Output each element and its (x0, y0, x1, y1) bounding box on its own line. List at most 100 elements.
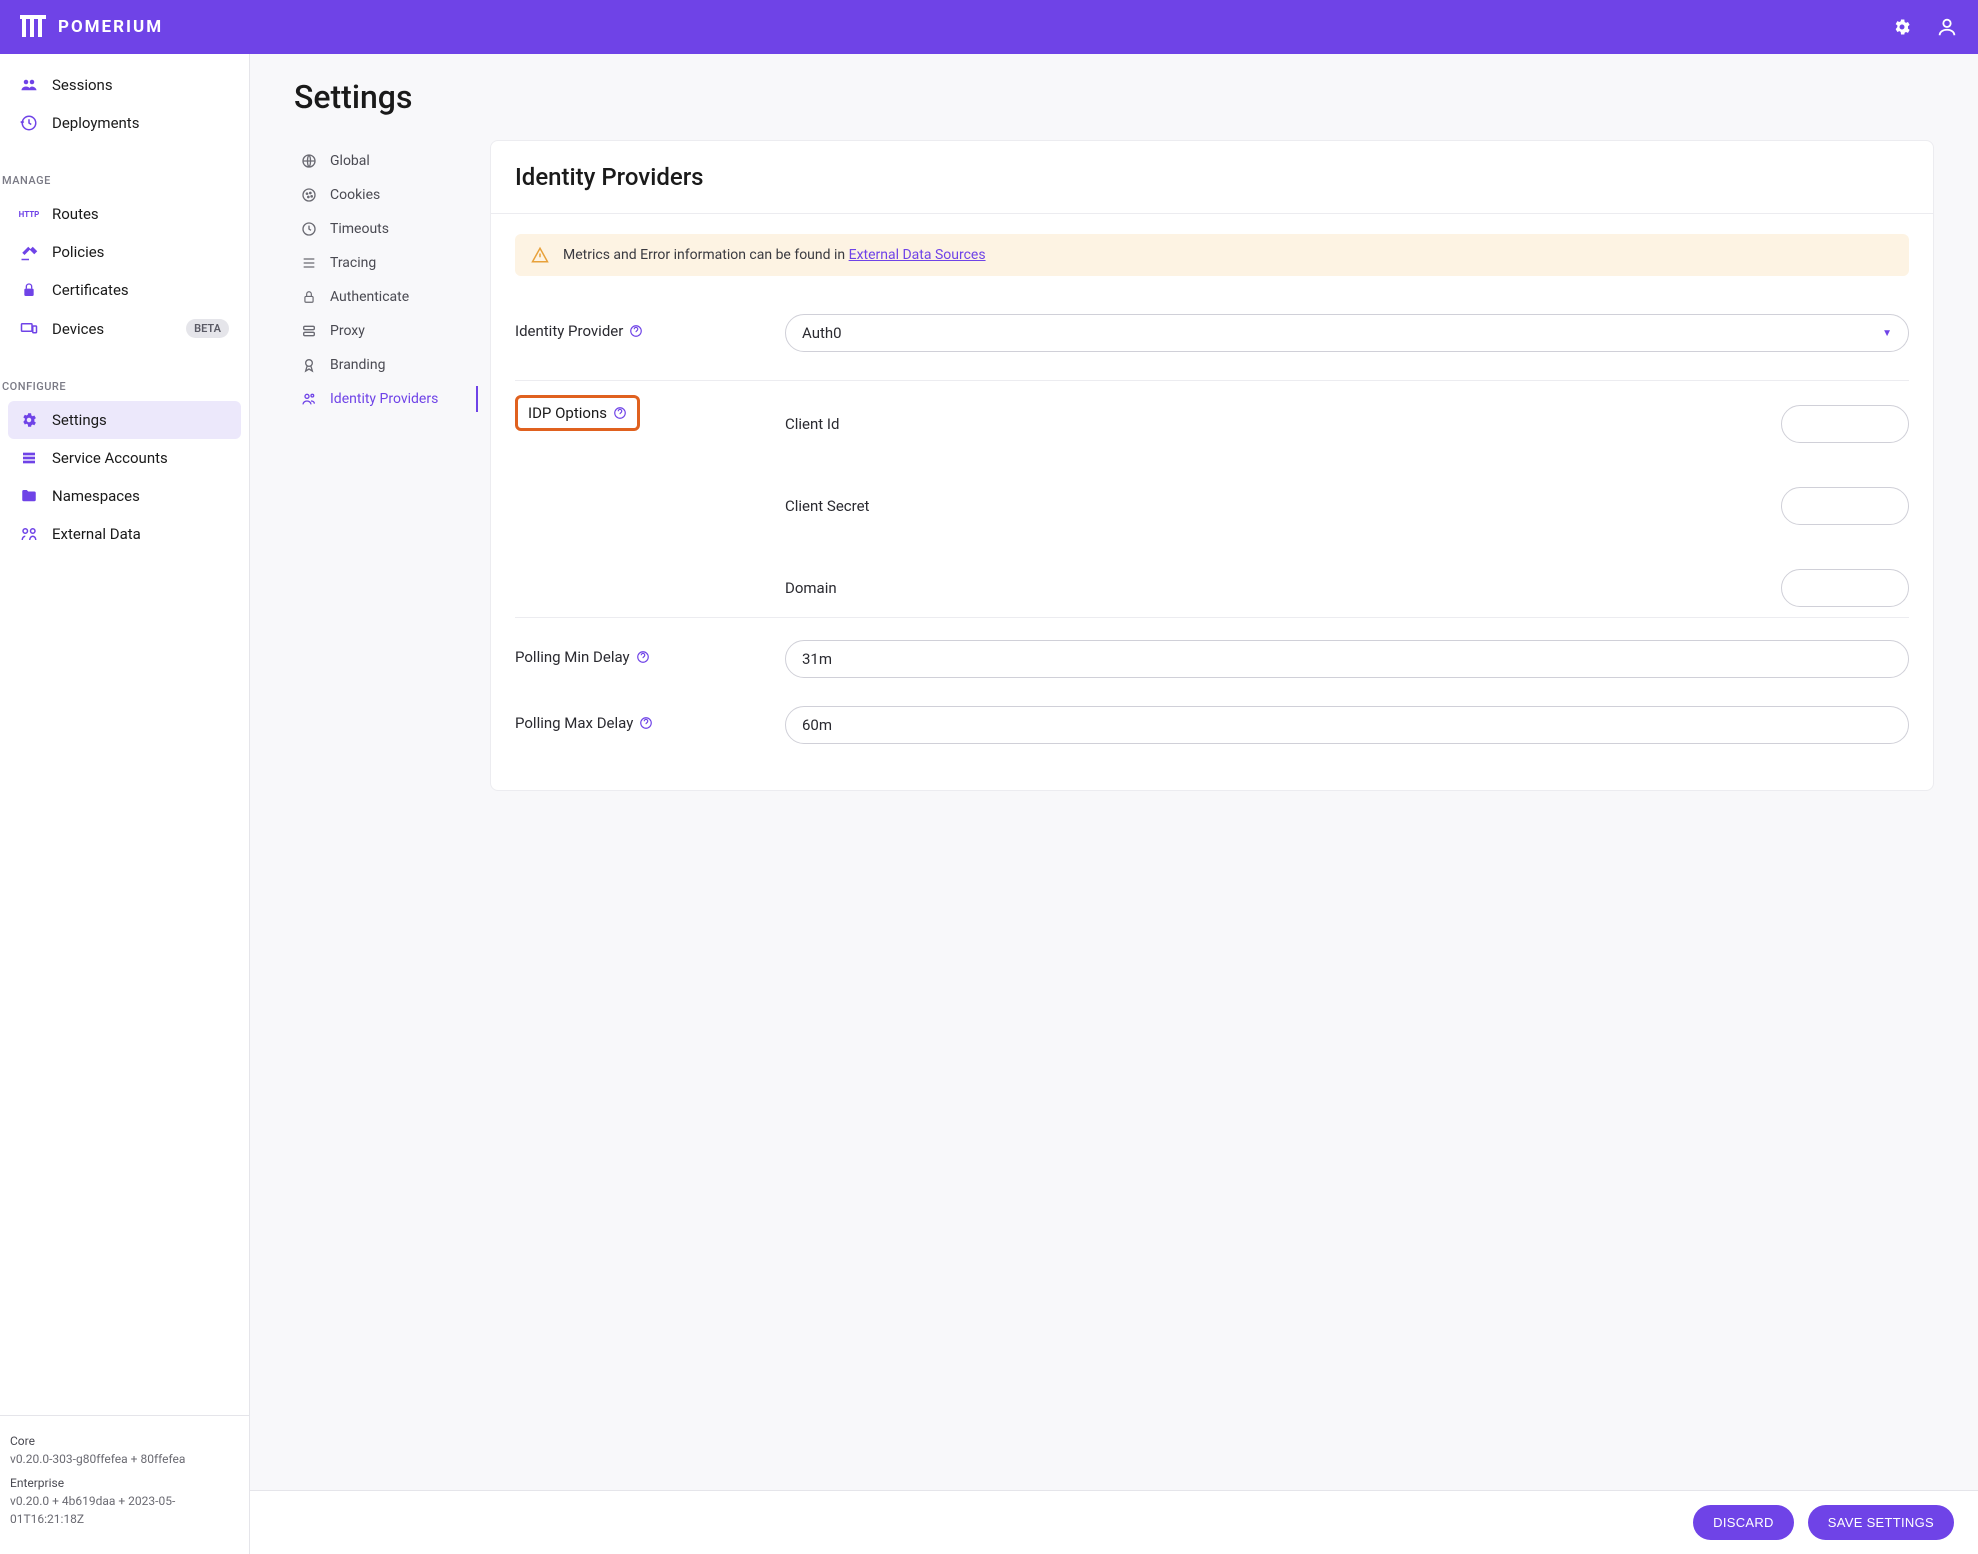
history-icon (20, 114, 38, 132)
client-secret-label: Client Secret (785, 497, 869, 515)
save-settings-button[interactable]: SAVE SETTINGS (1808, 1505, 1954, 1540)
polling-max-delay-input[interactable]: 60m (785, 706, 1909, 744)
footer-enterprise-version: v0.20.0 + 4b619daa + 2023-05-01T16:21:18… (10, 1492, 239, 1528)
tracing-icon (300, 254, 318, 272)
subnav-label: Cookies (330, 187, 380, 203)
lock-icon (20, 281, 38, 299)
sidebar-item-sessions[interactable]: Sessions (8, 66, 241, 104)
external-data-icon (20, 525, 38, 543)
sidebar-item-routes[interactable]: HTTP Routes (8, 195, 241, 233)
sidebar-item-label: Policies (52, 243, 104, 261)
brand-logo-icon (20, 15, 48, 39)
subnav-timeouts[interactable]: Timeouts (294, 212, 470, 246)
subnav-global[interactable]: Global (294, 144, 470, 178)
panel-title: Identity Providers (515, 163, 1909, 191)
subnav-label: Authenticate (330, 289, 409, 305)
sidebar-item-settings[interactable]: Settings (8, 401, 241, 439)
user-icon[interactable] (1936, 16, 1958, 38)
client-secret-input[interactable] (1781, 487, 1909, 525)
subnav-identity-providers[interactable]: Identity Providers (294, 382, 470, 416)
subnav-authenticate[interactable]: Authenticate (294, 280, 470, 314)
identity-provider-select[interactable]: Auth0 ▼ (785, 314, 1909, 352)
globe-icon (300, 152, 318, 170)
subnav-label: Timeouts (330, 221, 389, 237)
subnav-label: Tracing (330, 255, 376, 271)
devices-icon (20, 320, 38, 338)
beta-badge: BETA (186, 319, 229, 338)
external-data-sources-link[interactable]: External Data Sources (849, 247, 986, 263)
subnav-branding[interactable]: Branding (294, 348, 470, 382)
alert-text: Metrics and Error information can be fou… (563, 247, 986, 263)
client-id-input[interactable] (1781, 405, 1909, 443)
sidebar-footer: Core v0.20.0-303-g80ffefea + 80ffefea En… (0, 1415, 249, 1554)
select-value: Auth0 (802, 324, 842, 342)
sidebar-item-devices[interactable]: Devices BETA (8, 309, 241, 348)
sidebar-item-label: Deployments (52, 114, 139, 132)
footer-action-bar: DISCARD SAVE SETTINGS (250, 1490, 1978, 1554)
idp-options-label-highlight: IDP Options (515, 395, 640, 431)
people-icon (20, 76, 38, 94)
clock-icon (300, 220, 318, 238)
sidebar-item-label: Routes (52, 205, 99, 223)
help-icon[interactable] (613, 406, 627, 420)
help-icon[interactable] (629, 324, 643, 338)
folder-icon (20, 487, 38, 505)
footer-enterprise-label: Enterprise (10, 1474, 239, 1492)
sidebar-item-deployments[interactable]: Deployments (8, 104, 241, 142)
gavel-icon (20, 243, 38, 261)
sidebar-item-label: Certificates (52, 281, 129, 299)
brand: POMERIUM (20, 15, 163, 39)
sidebar-item-service-accounts[interactable]: Service Accounts (8, 439, 241, 477)
sidebar-item-label: External Data (52, 525, 141, 543)
info-alert: Metrics and Error information can be fou… (515, 234, 1909, 276)
page-title: Settings (294, 78, 1934, 116)
sidebar-item-label: Sessions (52, 76, 113, 94)
sidebar-item-label: Devices (52, 320, 104, 338)
domain-label: Domain (785, 579, 837, 597)
polling-max-delay-label: Polling Max Delay (515, 706, 785, 732)
domain-input[interactable] (1781, 569, 1909, 607)
cookie-icon (300, 186, 318, 204)
identity-providers-panel: Identity Providers Metrics and Error inf… (490, 140, 1934, 791)
topbar: POMERIUM (0, 0, 1978, 54)
sidebar-item-label: Settings (52, 411, 107, 429)
identity-provider-label: Identity Provider (515, 314, 785, 340)
identity-providers-icon (300, 390, 318, 408)
http-icon: HTTP (20, 205, 38, 223)
sidebar-heading-configure: CONFIGURE (0, 364, 249, 401)
polling-min-delay-label: Polling Min Delay (515, 640, 785, 666)
sidebar-item-policies[interactable]: Policies (8, 233, 241, 271)
subnav-proxy[interactable]: Proxy (294, 314, 470, 348)
settings-gear-icon[interactable] (1892, 17, 1912, 37)
grid-icon (20, 449, 38, 467)
sidebar-item-label: Service Accounts (52, 449, 168, 467)
sidebar-heading-manage: MANAGE (0, 158, 249, 195)
subnav-tracing[interactable]: Tracing (294, 246, 470, 280)
subnav-label: Proxy (330, 323, 365, 339)
discard-button[interactable]: DISCARD (1693, 1505, 1794, 1540)
client-id-label: Client Id (785, 415, 839, 433)
polling-min-delay-input[interactable]: 31m (785, 640, 1909, 678)
sidebar-item-certificates[interactable]: Certificates (8, 271, 241, 309)
proxy-icon (300, 322, 318, 340)
footer-core-label: Core (10, 1432, 239, 1450)
topbar-actions (1892, 16, 1958, 38)
sidebar: Sessions Deployments MANAGE HTTP Routes … (0, 54, 250, 1554)
sidebar-item-external-data[interactable]: External Data (8, 515, 241, 553)
help-icon[interactable] (636, 650, 650, 664)
sidebar-item-label: Namespaces (52, 487, 140, 505)
main-content: Settings Global Cookies Timeouts Tracing (250, 54, 1978, 1554)
idp-options-label: IDP Options (528, 404, 607, 422)
award-icon (300, 356, 318, 374)
settings-subnav: Global Cookies Timeouts Tracing Authenti… (294, 140, 470, 416)
lock-icon (300, 288, 318, 306)
help-icon[interactable] (639, 716, 653, 730)
warning-icon (531, 246, 549, 264)
subnav-label: Branding (330, 357, 385, 373)
subnav-cookies[interactable]: Cookies (294, 178, 470, 212)
chevron-down-icon: ▼ (1882, 328, 1892, 339)
sidebar-item-namespaces[interactable]: Namespaces (8, 477, 241, 515)
subnav-label: Global (330, 153, 370, 169)
subnav-label: Identity Providers (330, 391, 438, 407)
gear-icon (20, 411, 38, 429)
